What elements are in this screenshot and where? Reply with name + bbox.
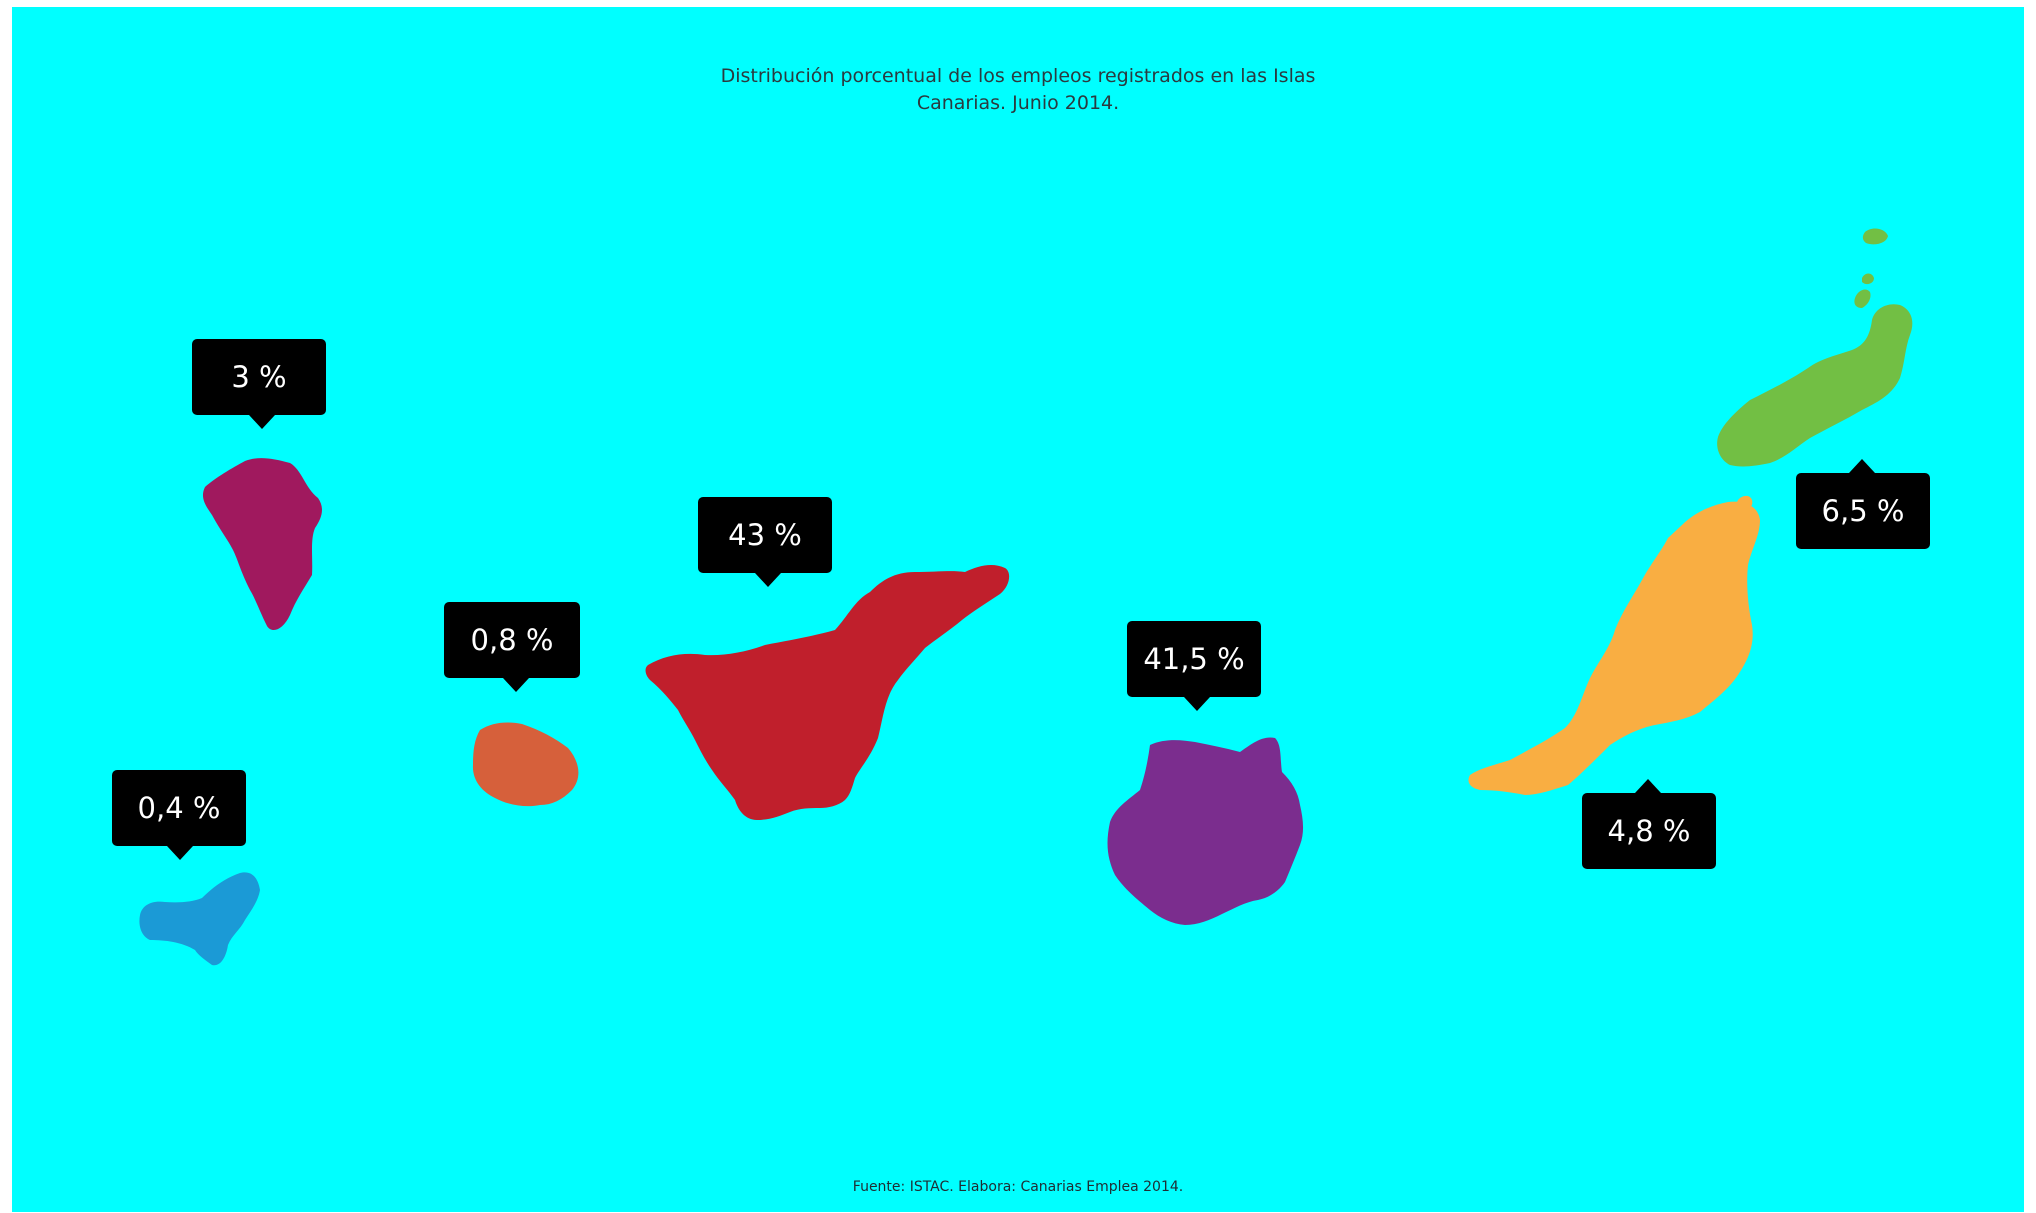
label-pointer <box>1635 779 1661 793</box>
label-value: 0,8 % <box>471 623 554 657</box>
label-el-hierro: 0,4 % <box>112 770 246 860</box>
label-pointer <box>503 678 529 692</box>
label-value: 41,5 % <box>1143 642 1244 676</box>
label-pointer <box>167 846 193 860</box>
label-pointer <box>1849 459 1875 473</box>
label-value: 3 % <box>231 360 286 394</box>
island-lanzarote[interactable] <box>1717 228 1913 467</box>
label-box <box>1127 621 1261 697</box>
label-box <box>1582 793 1716 869</box>
map-title: Distribución porcentual de los empleos r… <box>720 65 1316 114</box>
island-tenerife[interactable] <box>645 565 1010 820</box>
label-value: 4,8 % <box>1608 814 1691 848</box>
island-el-hierro[interactable] <box>139 872 260 966</box>
label-pointer <box>755 573 781 587</box>
label-box <box>444 602 580 678</box>
label-la-gomera: 0,8 % <box>444 602 580 692</box>
islands-map: 3 % 0,4 % 0,8 % 43 % 41,5 % 4,8 % 6,5 % <box>112 228 1930 966</box>
island-fuerteventura[interactable] <box>1468 495 1760 795</box>
label-value: 43 % <box>728 518 802 552</box>
label-lanzarote: 6,5 % <box>1796 459 1930 549</box>
map-canvas: Distribución porcentual de los empleos r… <box>12 7 2024 1212</box>
label-la-palma: 3 % <box>192 339 326 429</box>
label-value: 6,5 % <box>1822 494 1905 528</box>
label-fuerteventura: 4,8 % <box>1582 779 1716 869</box>
label-box <box>698 497 832 573</box>
island-gran-canaria[interactable] <box>1107 737 1304 925</box>
label-gran-canaria: 41,5 % <box>1127 621 1261 711</box>
island-la-palma[interactable] <box>202 458 322 631</box>
source-note: Fuente: ISTAC. Elabora: Canarias Emplea … <box>852 1179 1184 1195</box>
label-pointer <box>1184 697 1210 711</box>
label-tenerife: 43 % <box>698 497 832 587</box>
label-box <box>1796 473 1930 549</box>
label-box <box>112 770 246 846</box>
island-la-gomera[interactable] <box>472 722 579 807</box>
label-pointer <box>249 415 275 429</box>
label-value: 0,4 % <box>138 791 221 825</box>
label-box <box>192 339 326 415</box>
